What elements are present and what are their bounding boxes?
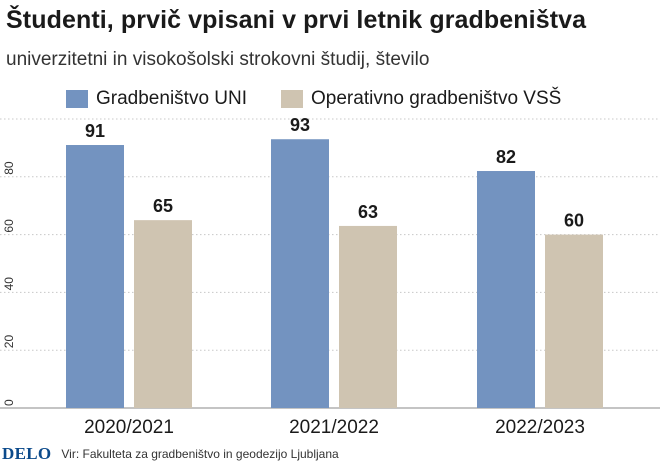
delo-logo: DELO (2, 444, 52, 463)
data-label: 82 (496, 147, 516, 167)
legend-swatch-vss (281, 90, 304, 108)
data-label: 63 (358, 202, 378, 222)
footer: DELO Vir: Fakulteta za gradbeništvo in g… (0, 441, 660, 467)
x-category-label: 2022/2023 (495, 417, 585, 438)
y-tick-label: 60 (2, 219, 16, 233)
bar-chart: 0 20 40 60 80 91 65 2020/2021 93 63 2021/2022 82 60 2… (0, 115, 660, 438)
legend-swatch-uni (66, 90, 88, 108)
bar-uni (477, 171, 535, 408)
source-note: Vir: Fakulteta za gradbeništvo in geodez… (61, 447, 339, 461)
data-label: 93 (290, 115, 310, 135)
legend-label-uni: Gradbeništvo UNI (96, 88, 248, 109)
y-tick-label: 20 (2, 335, 16, 349)
x-category-label: 2020/2021 (84, 417, 174, 438)
legend-label-vss: Operativno gradbeništvo VSŠ (311, 88, 562, 109)
chart-title: Študenti, prvič vpisani v prvi letnik gr… (6, 6, 587, 34)
legend-item-uni: Gradbeništvo UNI (66, 88, 247, 110)
data-label: 91 (85, 121, 105, 141)
bar-vss (545, 234, 603, 408)
legend-item-vss: Operativno gradbeništvo VSŠ (281, 88, 561, 110)
data-label: 65 (153, 196, 173, 216)
data-label: 60 (564, 211, 584, 231)
y-tick-label: 40 (2, 277, 16, 291)
legend: Gradbeništvo UNI Operativno gradbeništvo… (66, 86, 595, 112)
bar-vss (134, 220, 192, 408)
y-tick-label: 80 (2, 161, 16, 175)
chart-subtitle: univerzitetni in visokošolski strokovni … (6, 49, 430, 70)
x-category-label: 2021/2022 (289, 417, 379, 438)
bar-uni (66, 145, 124, 408)
bar-vss (339, 225, 397, 408)
bar-uni (271, 139, 329, 409)
y-tick-label: 0 (2, 399, 16, 406)
